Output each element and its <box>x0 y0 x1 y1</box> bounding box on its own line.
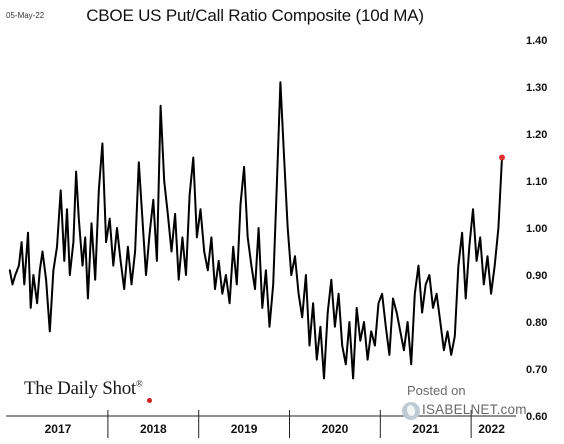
series-line <box>8 81 503 380</box>
brand-dot-icon <box>147 398 152 403</box>
isabelnet-logo-icon <box>402 402 420 420</box>
x-tick-label: 2021 <box>412 422 439 436</box>
y-tick-label: 1.10 <box>526 176 547 188</box>
y-tick-label: 0.70 <box>526 364 547 376</box>
x-tick-label: 2022 <box>478 422 505 436</box>
x-tick-label: 2017 <box>45 422 72 436</box>
date-stamp: 05-May-22 <box>6 11 45 20</box>
y-axis: 1.40 1.30 1.20 1.10 1.00 0.90 0.80 0.70 0.60 <box>526 35 547 423</box>
brand-text: The Daily Shot <box>24 378 136 399</box>
daily-shot-brand: The Daily Shot® <box>24 378 143 400</box>
isabelnet-site: ISABELNET.com <box>422 402 527 417</box>
y-tick-label: 1.30 <box>526 82 547 94</box>
y-tick-label: 0.80 <box>526 317 547 329</box>
y-tick-label: 0.60 <box>526 411 547 423</box>
series-end-marker <box>499 154 506 161</box>
series-layer <box>8 81 506 380</box>
x-tick-label: 2019 <box>231 422 258 436</box>
y-tick-label: 1.00 <box>526 223 547 235</box>
x-tick-label: 2020 <box>322 422 349 436</box>
y-tick-label: 0.90 <box>526 270 547 282</box>
chart-title: CBOE US Put/Call Ratio Composite (10d MA… <box>86 6 424 25</box>
y-tick-label: 1.20 <box>526 129 547 141</box>
x-axis: 2017 2018 2019 2020 2021 2022 <box>6 410 516 438</box>
posted-on-label: Posted on <box>407 383 466 398</box>
y-tick-label: 1.40 <box>526 35 547 47</box>
x-tick-label: 2018 <box>140 422 167 436</box>
registered-mark: ® <box>135 378 143 389</box>
